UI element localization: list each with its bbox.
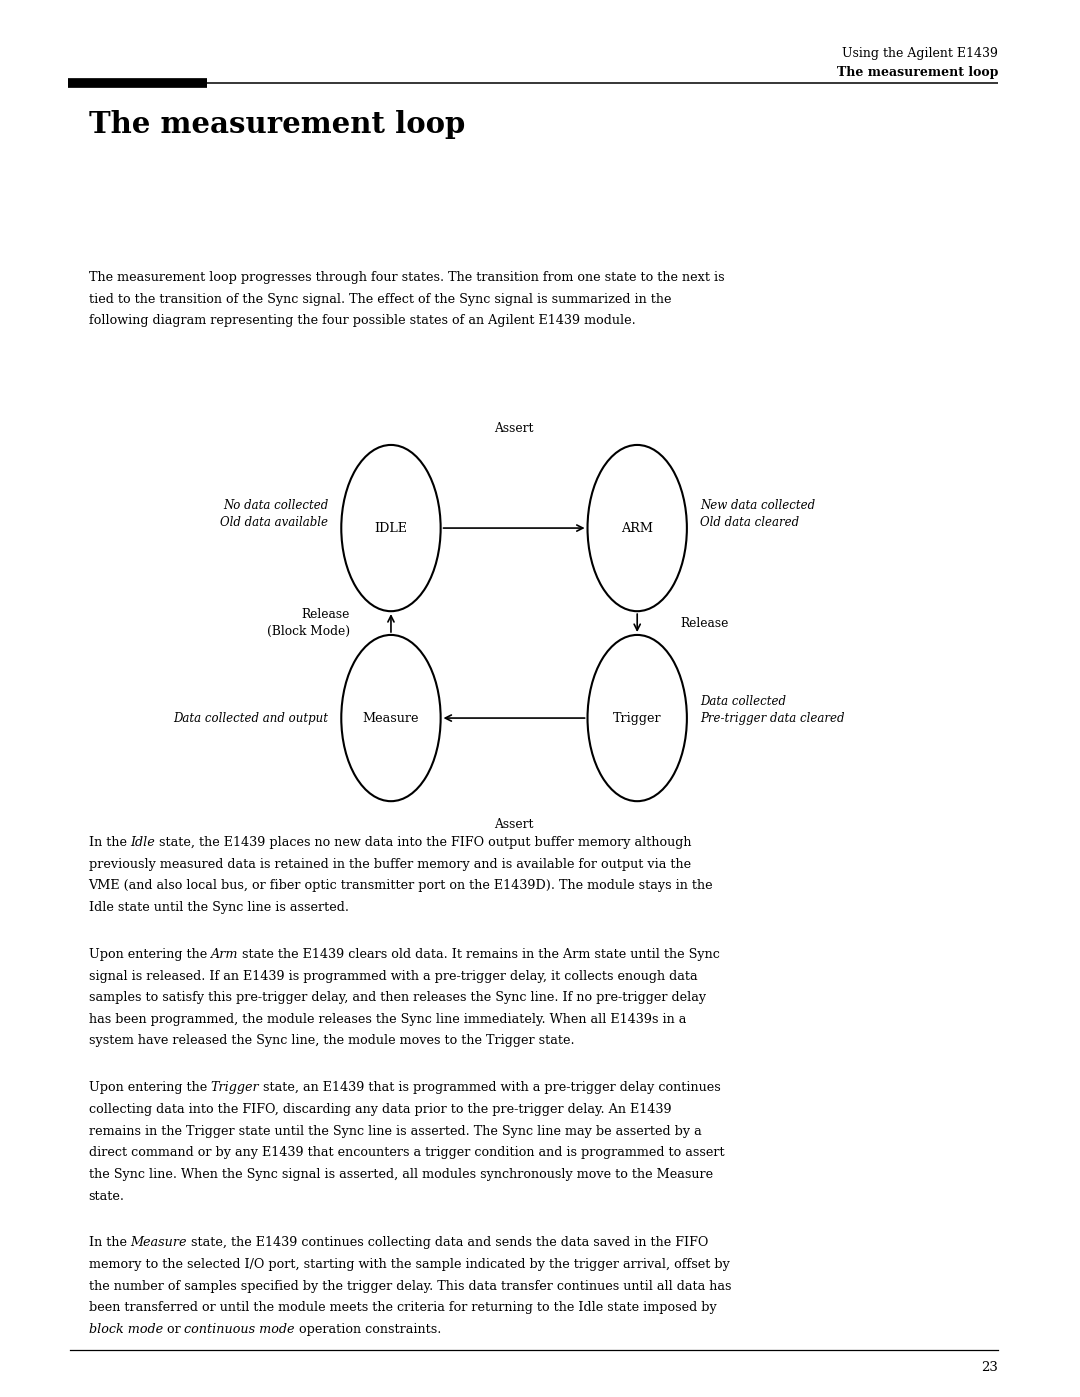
Text: The measurement loop progresses through four states. The transition from one sta: The measurement loop progresses through … (89, 271, 725, 284)
Text: Using the Agilent E1439: Using the Agilent E1439 (842, 47, 998, 60)
Text: signal is released. If an E1439 is programmed with a pre-trigger delay, it colle: signal is released. If an E1439 is progr… (89, 970, 698, 982)
Text: state, the E1439 places no new data into the FIFO output buffer memory although: state, the E1439 places no new data into… (156, 837, 692, 849)
Text: state, an E1439 that is programmed with a pre-trigger delay continues: state, an E1439 that is programmed with … (259, 1081, 721, 1094)
Text: Upon entering the: Upon entering the (89, 1081, 211, 1094)
Ellipse shape (588, 444, 687, 612)
Text: block mode: block mode (89, 1323, 163, 1336)
Text: The measurement loop: The measurement loop (89, 110, 464, 140)
Text: direct command or by any E1439 that encounters a trigger condition and is progra: direct command or by any E1439 that enco… (89, 1147, 725, 1160)
Text: tied to the transition of the Sync signal. The effect of the Sync signal is summ: tied to the transition of the Sync signa… (89, 293, 671, 306)
Text: Idle: Idle (131, 837, 156, 849)
Ellipse shape (341, 444, 441, 612)
Text: continuous mode: continuous mode (185, 1323, 295, 1336)
Text: New data collected
Old data cleared: New data collected Old data cleared (700, 499, 815, 529)
Text: The measurement loop: The measurement loop (837, 66, 998, 78)
Text: 23: 23 (981, 1361, 998, 1373)
Text: Data collected and output: Data collected and output (173, 711, 328, 725)
Text: Trigger: Trigger (612, 711, 662, 725)
Text: operation constraints.: operation constraints. (295, 1323, 442, 1336)
Text: Upon entering the: Upon entering the (89, 949, 211, 961)
Text: collecting data into the FIFO, discarding any data prior to the pre-trigger dela: collecting data into the FIFO, discardin… (89, 1104, 671, 1116)
Text: In the: In the (89, 1236, 131, 1249)
Text: In the: In the (89, 837, 131, 849)
Text: state, the E1439 continues collecting data and sends the data saved in the FIFO: state, the E1439 continues collecting da… (187, 1236, 708, 1249)
Ellipse shape (341, 634, 441, 802)
Text: memory to the selected I/O port, starting with the sample indicated by the trigg: memory to the selected I/O port, startin… (89, 1259, 729, 1271)
Text: following diagram representing the four possible states of an Agilent E1439 modu: following diagram representing the four … (89, 314, 635, 327)
Text: No data collected
Old data available: No data collected Old data available (220, 499, 328, 529)
Ellipse shape (588, 634, 687, 802)
Text: VME (and also local bus, or fiber optic transmitter port on the E1439D). The mod: VME (and also local bus, or fiber optic … (89, 880, 713, 893)
Text: Assert: Assert (495, 819, 534, 831)
Text: Release: Release (680, 616, 729, 630)
Text: been transferred or until the module meets the criteria for returning to the Idl: been transferred or until the module mee… (89, 1302, 716, 1315)
Text: ARM: ARM (621, 521, 653, 535)
Text: Release
(Block Mode): Release (Block Mode) (267, 608, 350, 638)
Text: Measure: Measure (363, 711, 419, 725)
Text: remains in the Trigger state until the Sync line is asserted. The Sync line may : remains in the Trigger state until the S… (89, 1125, 701, 1137)
Text: previously measured data is retained in the buffer memory and is available for o: previously measured data is retained in … (89, 858, 691, 870)
Text: the number of samples specified by the trigger delay. This data transfer continu: the number of samples specified by the t… (89, 1280, 731, 1292)
Text: Arm: Arm (211, 949, 239, 961)
Text: or: or (163, 1323, 185, 1336)
Text: state.: state. (89, 1190, 124, 1203)
Text: Assert: Assert (495, 422, 534, 434)
Text: system have released the Sync line, the module moves to the Trigger state.: system have released the Sync line, the … (89, 1035, 575, 1048)
Text: Measure: Measure (131, 1236, 187, 1249)
Text: Idle state until the Sync line is asserted.: Idle state until the Sync line is assert… (89, 901, 349, 914)
Text: Trigger: Trigger (211, 1081, 259, 1094)
Text: Data collected
Pre-trigger data cleared: Data collected Pre-trigger data cleared (700, 694, 845, 725)
Text: has been programmed, the module releases the Sync line immediately. When all E14: has been programmed, the module releases… (89, 1013, 686, 1025)
Text: state the E1439 clears old data. It remains in the Arm state until the Sync: state the E1439 clears old data. It rema… (239, 949, 720, 961)
Text: the Sync line. When the Sync signal is asserted, all modules synchronously move : the Sync line. When the Sync signal is a… (89, 1168, 713, 1180)
Text: IDLE: IDLE (375, 521, 407, 535)
Text: samples to satisfy this pre-trigger delay, and then releases the Sync line. If n: samples to satisfy this pre-trigger dela… (89, 992, 705, 1004)
